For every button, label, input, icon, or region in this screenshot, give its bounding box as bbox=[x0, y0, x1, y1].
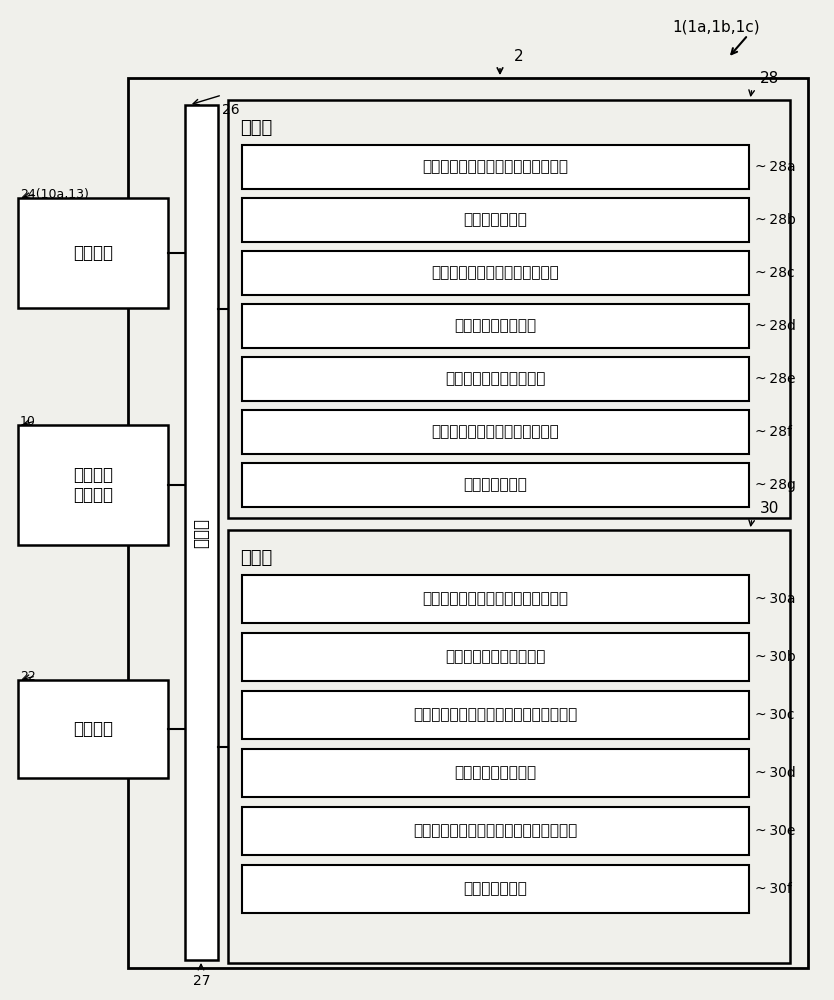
Text: 10: 10 bbox=[20, 415, 36, 428]
Text: ~ 30a: ~ 30a bbox=[755, 592, 796, 606]
Text: ~ 28d: ~ 28d bbox=[755, 319, 796, 333]
Bar bbox=[18, 425, 168, 545]
Bar bbox=[185, 105, 218, 960]
Text: 代表识别记号存储部: 代表识别记号存储部 bbox=[455, 766, 536, 780]
Text: 2: 2 bbox=[514, 49, 524, 64]
Text: 识别记号－位置记号关联数据生成部: 识别记号－位置记号关联数据生成部 bbox=[423, 159, 569, 174]
Text: 识别记号－部件识别记号关联数据存储部: 识别记号－部件识别记号关联数据存储部 bbox=[414, 824, 578, 838]
Text: 电子部件
安装装置: 电子部件 安装装置 bbox=[73, 466, 113, 504]
Bar bbox=[242, 749, 749, 797]
Text: 生产程序存储部: 生产程序存储部 bbox=[464, 882, 527, 896]
Bar bbox=[242, 463, 749, 507]
Text: ~ 30c: ~ 30c bbox=[755, 708, 795, 722]
Text: ~ 28a: ~ 28a bbox=[755, 160, 796, 174]
Bar bbox=[242, 410, 749, 454]
Text: 识别记号关联数据存储部: 识别记号关联数据存储部 bbox=[445, 650, 545, 664]
Text: 28: 28 bbox=[760, 71, 779, 86]
Text: ~ 28g: ~ 28g bbox=[755, 478, 796, 492]
Text: ~ 30d: ~ 30d bbox=[755, 766, 796, 780]
Text: 26: 26 bbox=[222, 103, 239, 117]
Text: 识别记号－位置记号关联数据存储部: 识别记号－位置记号关联数据存储部 bbox=[423, 591, 569, 606]
Text: 显示装置: 显示装置 bbox=[73, 720, 113, 738]
Text: ~ 28c: ~ 28c bbox=[755, 266, 795, 280]
Bar bbox=[242, 807, 749, 855]
Bar bbox=[242, 691, 749, 739]
Text: 位置记号－部件识别记号关联数据存储部: 位置记号－部件识别记号关联数据存储部 bbox=[414, 708, 578, 722]
Bar bbox=[18, 198, 168, 308]
Bar bbox=[242, 145, 749, 189]
Text: ~ 30f: ~ 30f bbox=[755, 882, 791, 896]
Text: 识别记号关联数据提取部: 识别记号关联数据提取部 bbox=[445, 371, 545, 386]
Text: 处理部: 处理部 bbox=[240, 119, 272, 137]
Text: ~ 30e: ~ 30e bbox=[755, 824, 796, 838]
Bar bbox=[242, 251, 749, 295]
Text: 输入装置: 输入装置 bbox=[73, 244, 113, 262]
Bar bbox=[242, 865, 749, 913]
Bar bbox=[228, 530, 790, 963]
Text: 30: 30 bbox=[760, 501, 780, 516]
Text: 识别记号关联部: 识别记号关联部 bbox=[464, 213, 527, 228]
Text: 通信部: 通信部 bbox=[193, 518, 210, 548]
Text: 27: 27 bbox=[193, 974, 210, 988]
Text: 位置记号－部件识别记号关联部: 位置记号－部件识别记号关联部 bbox=[432, 265, 560, 280]
Bar bbox=[18, 680, 168, 778]
Text: ~ 28f: ~ 28f bbox=[755, 425, 792, 439]
Bar bbox=[242, 575, 749, 623]
Bar bbox=[242, 357, 749, 401]
Bar bbox=[242, 304, 749, 348]
Text: 1(1a,1b,1c): 1(1a,1b,1c) bbox=[672, 20, 760, 35]
Text: ~ 30b: ~ 30b bbox=[755, 650, 796, 664]
Text: 22: 22 bbox=[20, 670, 36, 683]
Bar bbox=[128, 78, 808, 968]
Bar bbox=[228, 100, 790, 518]
Text: 代表识别记号对照部: 代表识别记号对照部 bbox=[455, 318, 536, 334]
Bar bbox=[242, 633, 749, 681]
Text: ~ 28e: ~ 28e bbox=[755, 372, 796, 386]
Text: ~ 28b: ~ 28b bbox=[755, 213, 796, 227]
Text: 存储部: 存储部 bbox=[240, 549, 272, 567]
Text: 部件信息检测部: 部件信息检测部 bbox=[464, 478, 527, 492]
Text: 识别记号－部件识别记号关联部: 识别记号－部件识别记号关联部 bbox=[432, 424, 560, 440]
Bar bbox=[242, 198, 749, 242]
Text: 24(10a,13): 24(10a,13) bbox=[20, 188, 89, 201]
